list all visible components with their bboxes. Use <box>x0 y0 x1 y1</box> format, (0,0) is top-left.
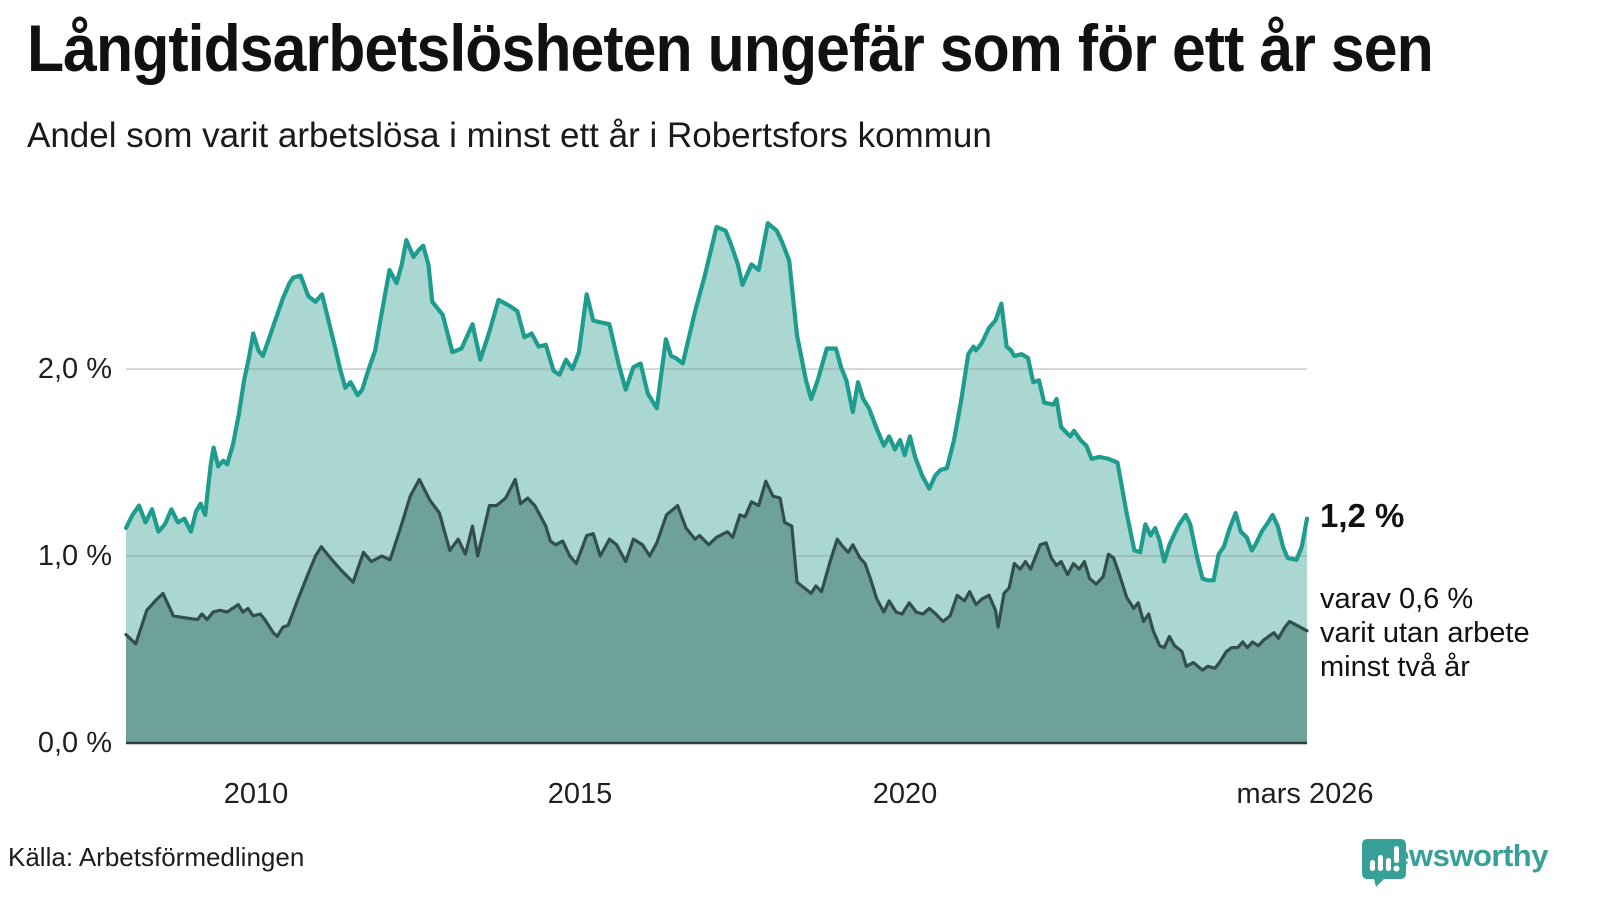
line-unemployed-2yr <box>124 477 1309 672</box>
sub-annotation-line-1: varav 0,6 % <box>1320 583 1474 615</box>
newsworthy-logo[interactable]: Newsworthy <box>1361 838 1548 887</box>
x-tick-label: 2020 <box>872 778 938 810</box>
x-tick-label: mars 2026 <box>1236 778 1374 810</box>
sub-annotation-line-3: minst två år <box>1320 651 1470 683</box>
y-tick-label: 0,0 % <box>37 727 112 759</box>
sub-annotation-line-2: varit utan arbete <box>1320 617 1530 649</box>
x-tick-label: 2010 <box>223 778 289 810</box>
source-note: Källa: Arbetsförmedlingen <box>8 842 305 872</box>
logo-bubble <box>1362 839 1407 887</box>
page-subtitle: Andel som varit arbetslösa i minst ett å… <box>27 116 992 155</box>
y-tick-label: 1,0 % <box>37 540 112 573</box>
x-tick-label: 2015 <box>547 778 613 810</box>
area-unemployed-2yr <box>126 479 1307 743</box>
end-value-label: 1,2 % <box>1320 497 1405 534</box>
line-unemployed-1yr <box>123 221 1310 583</box>
y-tick-label: 2,0 % <box>37 353 112 386</box>
sub-series-annotation: varav 0,6 % varit utan arbete minst två … <box>1320 582 1530 684</box>
page-title: Långtidsarbetslösheten ungefär som för e… <box>27 11 1434 85</box>
